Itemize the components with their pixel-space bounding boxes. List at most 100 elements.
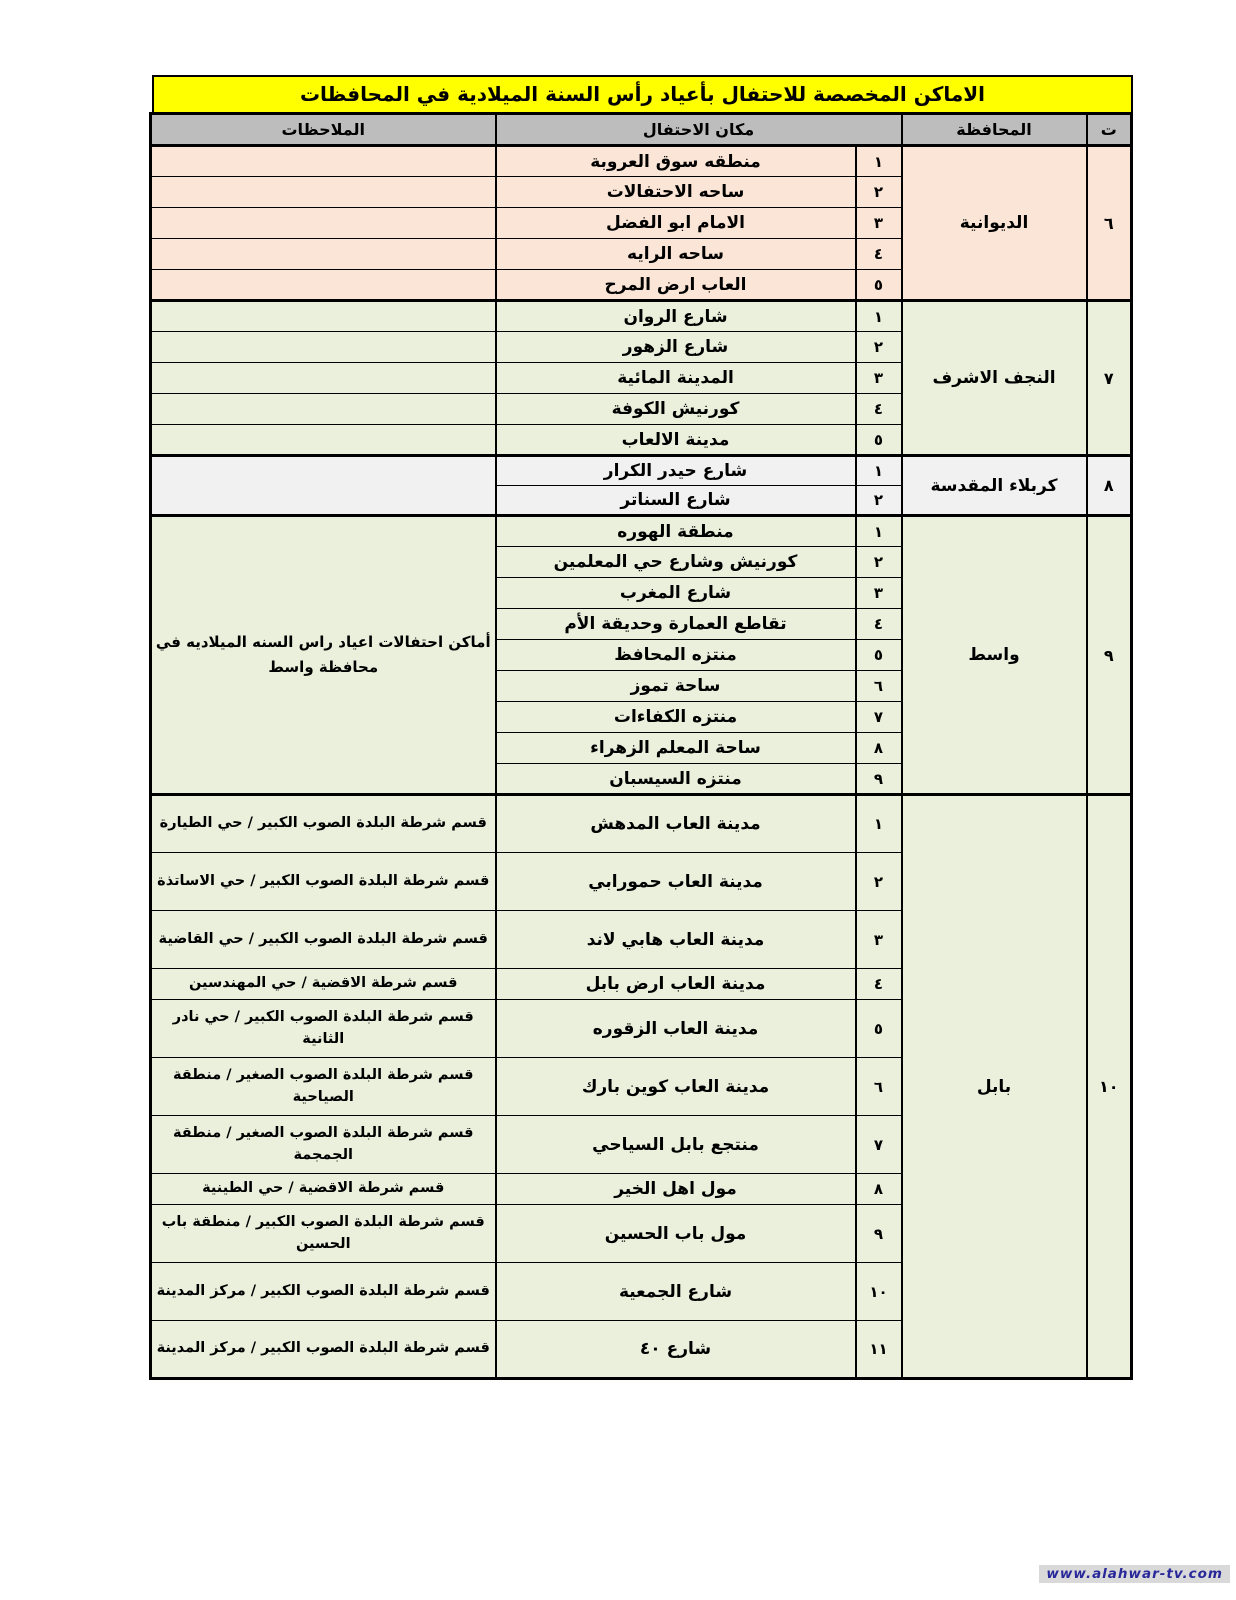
place-cell: شارع ٤٠ bbox=[494, 1320, 857, 1379]
table-row: ١٠ بابل ١ مدينة العاب المدهش قسم شرطة البلدة… bbox=[149, 793, 1133, 1379]
table-row: ٦ ساحة تموز bbox=[151, 670, 1132, 702]
row-number-cell: ٢ bbox=[854, 331, 903, 363]
page-title: الاماكن المخصصة للاحتفال بأعياد رأس السن… bbox=[152, 75, 1133, 112]
row-number-cell: ٨ bbox=[854, 732, 903, 764]
header-governorate: المحافظة bbox=[900, 112, 1088, 147]
note-cell: قسم شرطة البلدة الصوب الكبير / حي الطيار… bbox=[149, 793, 497, 853]
place-cell: ساحة تموز bbox=[494, 670, 857, 702]
place-cell: مدينة العاب كوين بارك bbox=[494, 1057, 857, 1116]
place-cell: مدينة العاب ارض بابل bbox=[494, 968, 857, 1000]
place-cell: منتجع بابل السياحي bbox=[494, 1115, 857, 1174]
celebration-places-table: ت المحافظة مكان الاحتفال الملاحظات ٦ الدي… bbox=[149, 112, 1133, 1380]
table-row: ٦ مدينة العاب كوين بارك قسم شرطة البلدة ال… bbox=[149, 1057, 1132, 1116]
note-cell bbox=[149, 299, 497, 332]
row-number-cell: ٨ bbox=[854, 1173, 903, 1205]
table-row: ٨ كربلاء المقدسة ١ شارع حيدر الكرار bbox=[149, 454, 1133, 516]
place-cell: الامام ابو الفضل bbox=[494, 207, 857, 239]
governorate-cell: واسط bbox=[900, 514, 1088, 795]
note-cell: قسم شرطة الاقضية / حي المهندسين bbox=[149, 968, 497, 1000]
row-number-cell: ٤ bbox=[854, 238, 903, 270]
place-cell: المدينة المائية bbox=[494, 362, 857, 394]
row-number-cell: ١ bbox=[854, 514, 903, 547]
row-number-cell: ٩ bbox=[854, 1204, 903, 1263]
place-cell: كورنيش وشارع حي المعلمين bbox=[494, 546, 857, 578]
place-cell: كورنيش الكوفة bbox=[494, 393, 857, 425]
place-cell: مول باب الحسين bbox=[494, 1204, 857, 1263]
row-number-cell: ١ bbox=[854, 299, 903, 332]
row-number-cell: ١١ bbox=[854, 1320, 903, 1379]
row-number-cell: ٦ bbox=[854, 670, 903, 702]
table-row: ٥ مدينة الالعاب bbox=[149, 424, 1132, 456]
note-cell: قسم شرطة البلدة الصوب الكبير / مركز المد… bbox=[149, 1262, 497, 1321]
table-row: ٨ مول اهل الخير قسم شرطة الاقضية / حي الطي… bbox=[149, 1173, 1132, 1205]
place-cell: العاب ارض المرح bbox=[494, 269, 857, 301]
place-cell: مدينة العاب الزقوره bbox=[494, 999, 857, 1058]
note-cell bbox=[149, 238, 497, 270]
table-row: ١٠ شارع الجمعية قسم شرطة البلدة الصوب الكب… bbox=[149, 1262, 1132, 1321]
row-number-cell: ٧ bbox=[854, 1115, 903, 1174]
place-cell: منتزه الكفاءات bbox=[494, 701, 857, 733]
note-cell bbox=[149, 207, 497, 239]
place-cell: مدينة العاب هابي لاند bbox=[494, 910, 857, 969]
table-row: ١١ شارع ٤٠ قسم شرطة البلدة الصوب الكبير / … bbox=[149, 1320, 1132, 1379]
note-cell: قسم شرطة الاقضية / حي الطينية bbox=[149, 1173, 497, 1205]
note-cell: قسم شرطة البلدة الصوب الصغير / منطقة الج… bbox=[149, 1115, 497, 1174]
table-row: ٧ النجف الاشرف ١ شارع الروان bbox=[149, 299, 1133, 456]
serial-cell: ١٠ bbox=[1085, 793, 1133, 1379]
serial-cell: ٨ bbox=[1085, 454, 1133, 516]
governorate-cell: كربلاء المقدسة bbox=[900, 454, 1088, 516]
row-number-cell: ٣ bbox=[854, 362, 903, 394]
note-cell: قسم شرطة البلدة الصوب الكبير / منطقة باب… bbox=[149, 1204, 497, 1263]
table-row: ٣ الامام ابو الفضل bbox=[149, 207, 1132, 239]
place-cell: ساحه الاحتفالات bbox=[494, 176, 857, 208]
serial-cell: ٩ bbox=[1085, 514, 1133, 795]
governorate-cell: الديوانية bbox=[900, 144, 1088, 301]
place-cell: شارع الزهور bbox=[494, 331, 857, 363]
row-number-cell: ١ bbox=[854, 793, 903, 853]
row-number-cell: ٣ bbox=[854, 207, 903, 239]
place-cell: ساحه الرايه bbox=[494, 238, 857, 270]
note-cell: قسم شرطة البلدة الصوب الصغير / منطقة الص… bbox=[149, 1057, 497, 1116]
row-number-cell: ٢ bbox=[854, 176, 903, 208]
place-cell: شارع السناتر bbox=[494, 485, 857, 516]
place-cell: شارع الروان bbox=[494, 299, 857, 332]
note-cell: قسم شرطة البلدة الصوب الكبير / حي الاسات… bbox=[149, 852, 497, 911]
place-cell: منتزه المحافظ bbox=[494, 639, 857, 671]
table-row: ٩ واسط ١ منطقة الهوره أماكن احتفالات اعياد ر… bbox=[149, 514, 1133, 795]
table-row: ٧ منتزه الكفاءات bbox=[151, 701, 1132, 733]
table-row: ٨ ساحة المعلم الزهراء bbox=[151, 732, 1132, 764]
row-number-cell: ٥ bbox=[854, 999, 903, 1058]
row-number-cell: ٥ bbox=[854, 424, 903, 456]
table-row: ٢ كورنيش وشارع حي المعلمين bbox=[151, 546, 1132, 578]
table-row: ٣ شارع المغرب bbox=[151, 577, 1132, 609]
note-cell bbox=[149, 331, 497, 363]
row-number-cell: ٤ bbox=[854, 968, 903, 1000]
table-row: ٢ شارع السناتر bbox=[151, 485, 1132, 516]
header-place: مكان الاحتفال bbox=[494, 112, 903, 147]
place-cell: شارع الجمعية bbox=[494, 1262, 857, 1321]
note-cell bbox=[149, 424, 497, 456]
notes-merged-cell bbox=[149, 454, 497, 516]
serial-cell: ٧ bbox=[1085, 299, 1133, 456]
note-cell bbox=[149, 176, 497, 208]
note-cell: قسم شرطة البلدة الصوب الكبير / حي نادر ا… bbox=[149, 999, 497, 1058]
note-cell bbox=[149, 362, 497, 394]
table-row: ٩ مول باب الحسين قسم شرطة البلدة الصوب الك… bbox=[149, 1204, 1132, 1263]
row-number-cell: ٧ bbox=[854, 701, 903, 733]
place-cell: مدينة العاب المدهش bbox=[494, 793, 857, 853]
row-number-cell: ٥ bbox=[854, 269, 903, 301]
place-cell: تقاطع العمارة وحديقة الأم bbox=[494, 608, 857, 640]
table-row: ٤ ساحه الرايه bbox=[149, 238, 1132, 270]
table-document: الاماكن المخصصة للاحتفال بأعياد رأس السن… bbox=[149, 75, 1133, 1380]
note-cell: قسم شرطة البلدة الصوب الكبير / حي القاضي… bbox=[149, 910, 497, 969]
place-cell: منطقة الهوره bbox=[494, 514, 857, 547]
place-cell: مدينة الالعاب bbox=[494, 424, 857, 456]
place-cell: ساحة المعلم الزهراء bbox=[494, 732, 857, 764]
table-header-row: ت المحافظة مكان الاحتفال الملاحظات bbox=[149, 112, 1133, 147]
row-number-cell: ١٠ bbox=[854, 1262, 903, 1321]
table-row: ٢ مدينة العاب حمورابي قسم شرطة البلدة الصو… bbox=[149, 852, 1132, 911]
table-row: ٢ ساحه الاحتفالات bbox=[149, 176, 1132, 208]
row-number-cell: ١ bbox=[854, 454, 903, 486]
row-number-cell: ١ bbox=[854, 144, 903, 177]
